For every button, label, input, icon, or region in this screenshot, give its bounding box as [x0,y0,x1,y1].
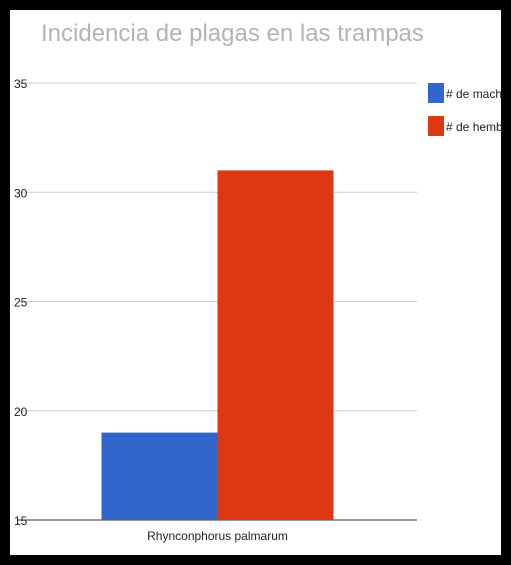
legend-swatch [428,116,444,136]
y-tick-label: 20 [14,405,28,419]
legend: # de machos # de hembras [428,83,501,136]
y-tick-label: 35 [14,77,28,91]
legend-label: # de machos [446,87,501,101]
legend-swatch [428,83,444,103]
bar-series-0-cat-0 [101,432,218,520]
legend-label: # de hembras [446,120,501,134]
y-axis-ticks: 15 20 25 30 35 [14,77,28,528]
chart-title: Incidencia de plagas en las trampas [41,20,424,47]
y-tick-label: 30 [14,186,28,200]
bar-chart: Incidencia de plagas en las trampas 15 20… [14,20,501,543]
x-axis-categories: Rhynconphorus palmarum [147,529,288,543]
category-label: Rhynconphorus palmarum [147,529,288,543]
bar-series-1-cat-0 [217,170,334,520]
chart-canvas: Incidencia de plagas en las trampas 15 20… [10,10,501,555]
y-tick-label: 25 [14,296,28,310]
y-tick-label: 15 [14,514,28,528]
bars [101,170,334,520]
